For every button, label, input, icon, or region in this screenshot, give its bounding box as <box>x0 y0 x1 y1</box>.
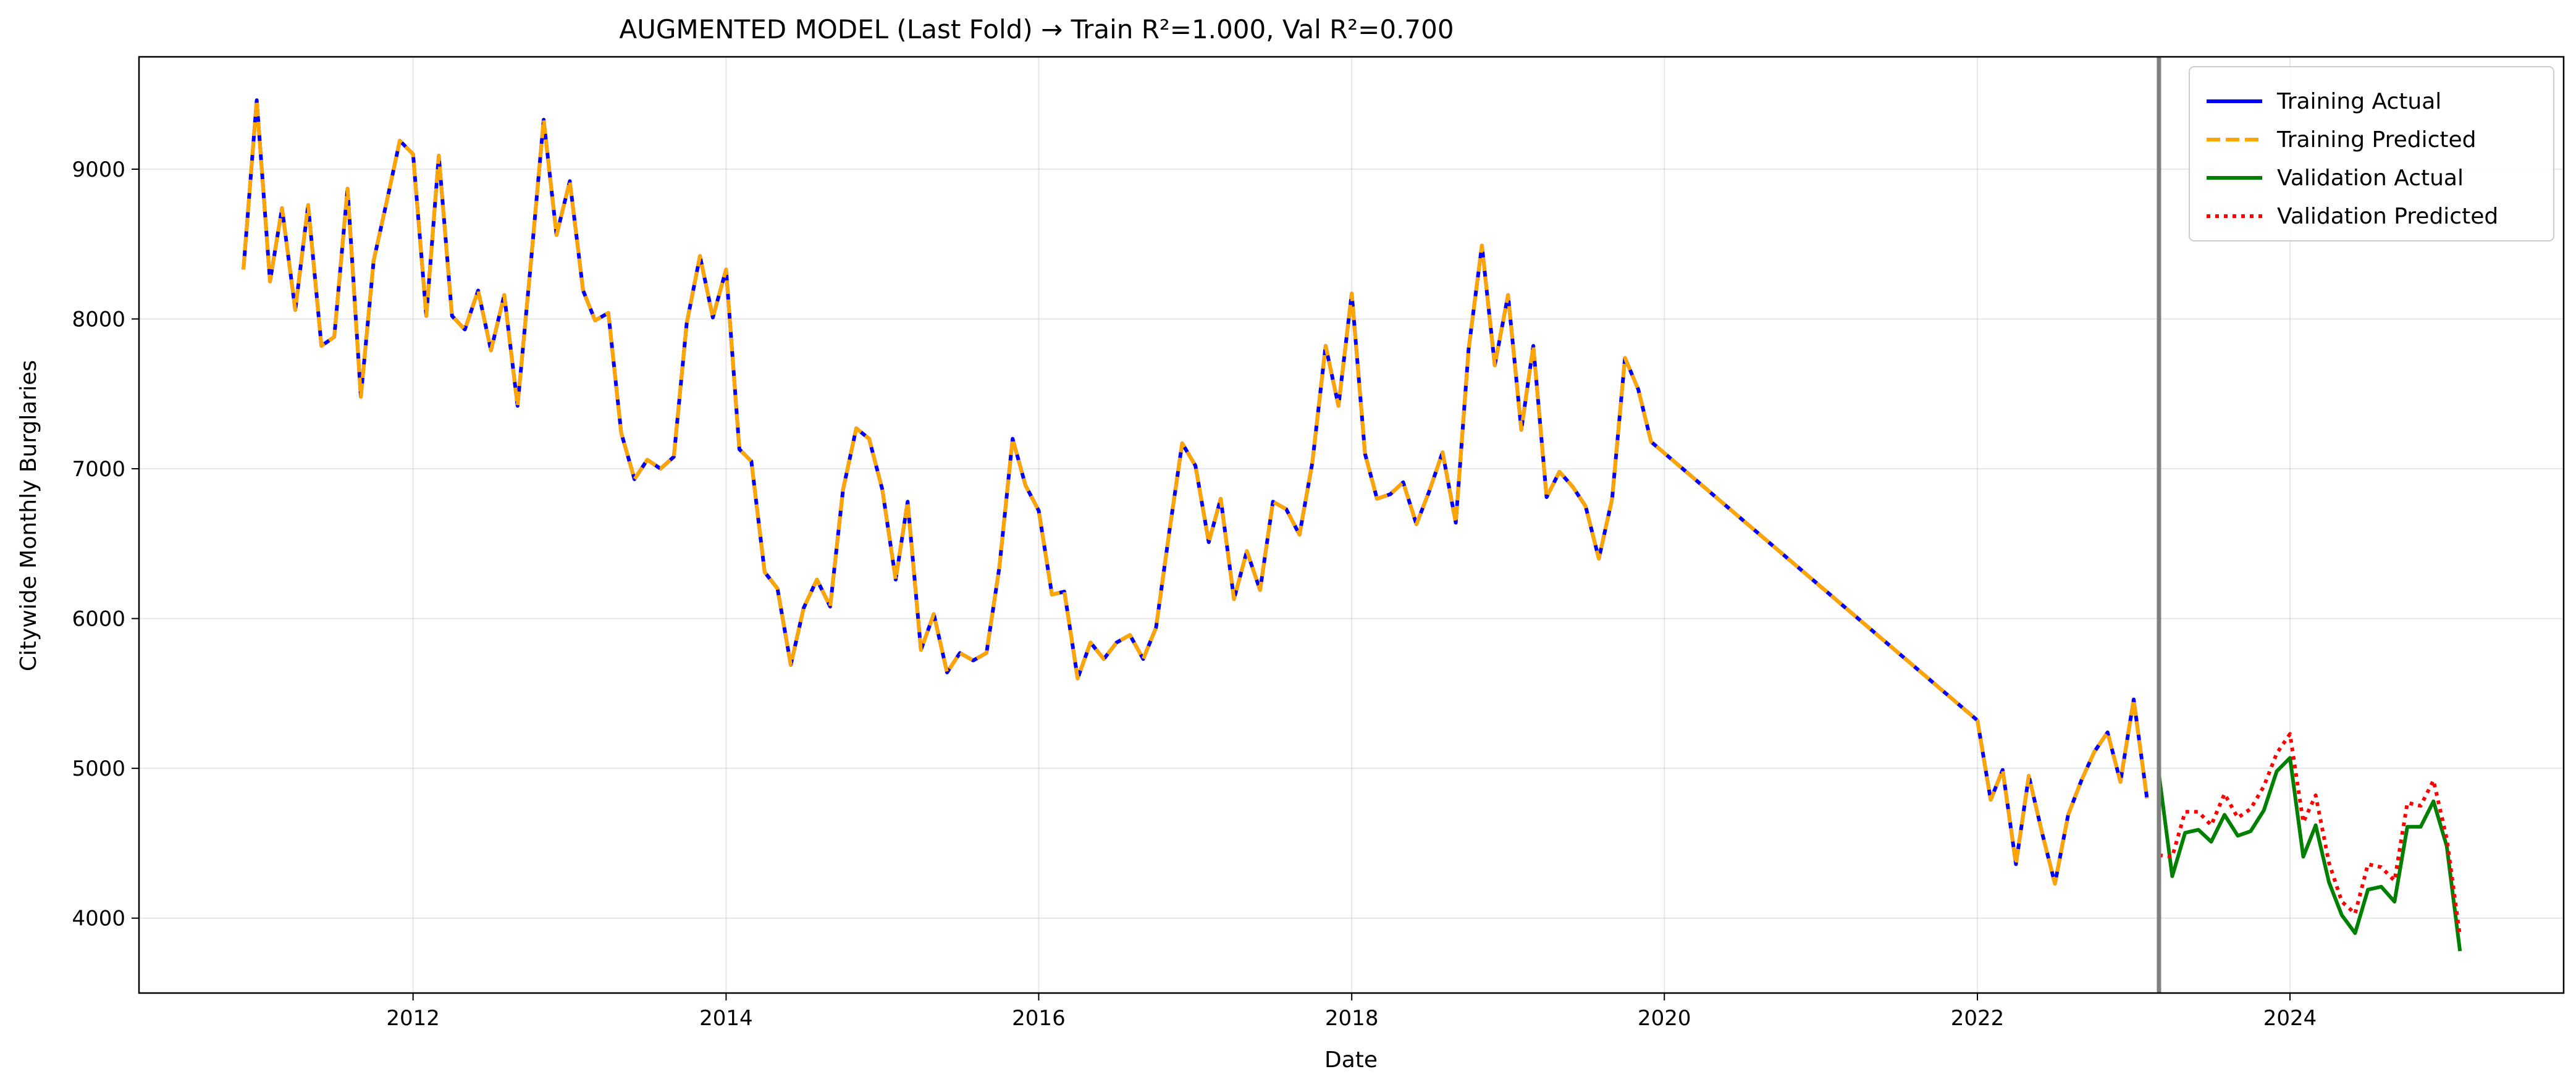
y-tick-label: 4000 <box>72 907 125 931</box>
x-axis-label: Date <box>1324 1047 1378 1073</box>
y-tick-label: 8000 <box>72 307 125 332</box>
x-tick-label: 2024 <box>2263 1006 2317 1031</box>
y-axis-label: Citywide Monthly Burglaries <box>16 360 41 671</box>
chart-title: AUGMENTED MODEL (Last Fold) → Train R²=1… <box>619 14 1454 44</box>
legend: Training Actual Training Predicted Validat… <box>2189 66 2554 241</box>
training-predicted-line <box>242 98 2149 886</box>
legend-box <box>2189 66 2554 241</box>
y-tick-label: 7000 <box>72 457 125 482</box>
plot-frame <box>138 56 2565 994</box>
legend-label-training-actual: Training Actual <box>2276 89 2441 114</box>
series-group <box>242 57 2462 993</box>
validation-predicted-line <box>2158 732 2462 937</box>
legend-label-training-predicted: Training Predicted <box>2276 127 2477 153</box>
legend-label-validation-predicted: Validation Predicted <box>2277 204 2498 229</box>
x-tick-label: 2016 <box>1012 1006 1066 1031</box>
y-tick-label: 9000 <box>72 157 125 182</box>
x-tick-label: 2022 <box>1951 1006 2005 1031</box>
training-actual-line <box>242 98 2149 886</box>
validation-actual-line <box>2157 756 2462 952</box>
y-tick-label: 6000 <box>72 607 125 632</box>
legend-label-validation-actual: Validation Actual <box>2277 166 2464 191</box>
x-tick-label: 2020 <box>1638 1006 1691 1031</box>
x-tick-label: 2012 <box>386 1006 440 1031</box>
x-tick-label: 2014 <box>699 1006 753 1031</box>
x-tick-label: 2018 <box>1325 1006 1379 1031</box>
axes: 2012 2014 2016 2018 2020 2022 2024 4000 5000 6000… <box>72 56 2565 1031</box>
y-tick-label: 5000 <box>72 757 125 781</box>
